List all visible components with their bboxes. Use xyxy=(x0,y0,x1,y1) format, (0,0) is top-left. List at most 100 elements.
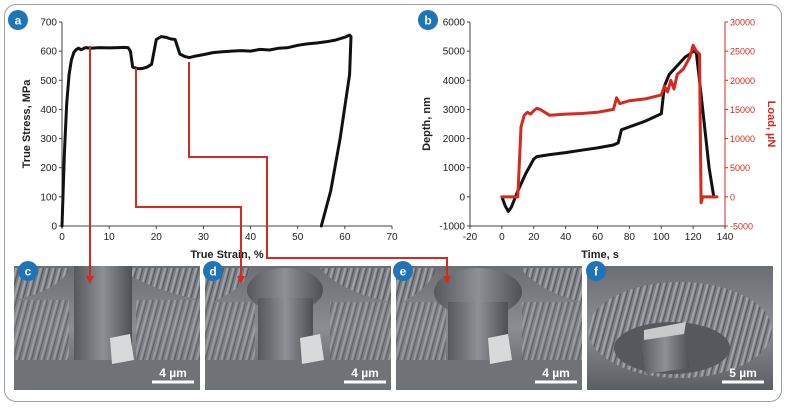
y-tick-label: 5000 xyxy=(443,47,466,58)
panel-a-badge-circle xyxy=(8,10,28,30)
y-tick-label: 300 xyxy=(40,134,57,145)
x-tick-label: 10 xyxy=(104,232,116,243)
panel-b-badge-circle xyxy=(418,10,438,30)
sem-f-stub-top xyxy=(644,322,686,340)
x-tick-label: 40 xyxy=(560,232,572,243)
sem-e-floor xyxy=(396,360,582,390)
x-tick-label: 140 xyxy=(717,232,734,243)
sem-d-scale-label: 4 µm xyxy=(351,366,379,380)
x-tick-label: 20 xyxy=(151,232,163,243)
panel-c-badge: c xyxy=(18,261,38,281)
panel-e-badge-label: e xyxy=(400,265,407,279)
sem-e-grooves-right xyxy=(520,268,582,302)
sem-d-floor xyxy=(205,360,391,390)
series-line-0 xyxy=(500,49,716,213)
x-tick-label: 20 xyxy=(528,232,540,243)
panel-b-xlabel: Time, s xyxy=(581,249,619,261)
panel-b-badge-label: b xyxy=(424,14,431,28)
x-tick-label: 0 xyxy=(59,232,65,243)
arrow-to-e xyxy=(188,62,451,284)
sem-e-trench-left xyxy=(396,302,446,360)
x-tick-label: 40 xyxy=(245,232,257,243)
panel-c-badge-circle xyxy=(18,261,38,281)
sem-image-c: 4 µm c xyxy=(14,261,200,390)
panel-a-xlabel: True Strain, % xyxy=(190,249,264,261)
panel-e-badge-circle xyxy=(393,261,413,281)
panel-f-badge: f xyxy=(586,261,606,281)
sem-image-e: 4 µm e xyxy=(393,261,582,390)
y-tick-label: 400 xyxy=(40,105,57,116)
x-tick-label: 120 xyxy=(685,232,702,243)
y-tick-label: -1000 xyxy=(439,222,465,233)
y2-tick-label: 5000 xyxy=(730,163,750,173)
x-tick-label: 30 xyxy=(198,232,210,243)
sem-image-d: 4 µm d xyxy=(203,261,391,390)
y-tick-label: 500 xyxy=(40,76,57,87)
sem-d-grooves-right xyxy=(320,268,391,302)
y-tick-label: 200 xyxy=(40,163,57,174)
sem-image-f: 5 µm f xyxy=(586,261,773,390)
sem-e-debris xyxy=(488,334,512,364)
panel-d-badge-circle xyxy=(203,261,223,281)
x-tick-label: 80 xyxy=(624,232,636,243)
series-line-0 xyxy=(60,33,353,228)
panel-d-badge-label: d xyxy=(209,265,216,279)
y2-tick-label: 25000 xyxy=(730,47,755,57)
panel-f-badge-circle xyxy=(586,261,606,281)
x-tick-label: 100 xyxy=(653,232,670,243)
sem-f-scale-label: 5 µm xyxy=(729,366,757,380)
panel-a-badge-label: a xyxy=(15,14,22,28)
panel-f-badge-label: f xyxy=(594,265,599,279)
sem-c-debris xyxy=(110,334,134,364)
panel-b-y2label: Load, µN xyxy=(765,101,777,148)
sem-d-trench-left xyxy=(205,302,255,360)
y-tick-label: 100 xyxy=(40,192,57,203)
y-tick-label: 4000 xyxy=(443,76,466,87)
panel-a-series xyxy=(60,33,353,228)
sem-c-floor xyxy=(14,360,200,390)
y-tick-label: 0 xyxy=(51,222,57,233)
panel-b-ylabel: Depth, nm xyxy=(421,97,433,151)
y-tick-label: 1000 xyxy=(443,163,466,174)
x-tick-label: 60 xyxy=(339,232,351,243)
x-tick-label: -20 xyxy=(463,232,478,243)
y2-tick-label: 15000 xyxy=(730,105,755,115)
x-tick-label: 60 xyxy=(592,232,604,243)
sem-d-trench-right xyxy=(330,302,391,360)
y-tick-label: 6000 xyxy=(443,18,466,29)
y-tick-label: 3000 xyxy=(443,105,466,116)
series-line-1 xyxy=(500,43,719,205)
y-tick-label: 600 xyxy=(40,47,57,58)
x-tick-label: 50 xyxy=(292,232,304,243)
y2-tick-label: 30000 xyxy=(730,18,755,28)
panel-e-badge: e xyxy=(393,261,413,281)
y2-tick-label: 0 xyxy=(730,192,735,202)
y-tick-label: 2000 xyxy=(443,134,466,145)
panel-a-badge: a xyxy=(8,10,28,30)
panel-b-ticks: -20 0 20 40 60 80 100 120 140 -1000 0 1000 2000 3000 4… xyxy=(439,18,755,244)
sem-e-scale-label: 4 µm xyxy=(542,366,570,380)
sem-c-trench-left xyxy=(14,300,69,360)
panel-c-badge-label: c xyxy=(25,265,32,279)
arrow-to-d xyxy=(135,68,245,284)
x-tick-label: 70 xyxy=(386,232,398,243)
connector-arrows xyxy=(86,46,451,284)
sem-c-trench-right xyxy=(136,300,200,360)
sem-c-grooves-right xyxy=(118,268,200,300)
y2-tick-label: -5000 xyxy=(730,222,753,232)
panel-b-series xyxy=(500,43,719,213)
sem-d-debris xyxy=(300,334,324,364)
panel-b-chart: -20 0 20 40 60 80 100 120 140 -1000 0 1000 2000 3000 4… xyxy=(418,10,777,261)
panel-b-badge: b xyxy=(418,10,438,30)
y-tick-label: 700 xyxy=(40,18,57,29)
sem-e-trench-right xyxy=(522,302,582,360)
y2-tick-label: 20000 xyxy=(730,76,755,86)
panel-d-badge: d xyxy=(203,261,223,281)
y-tick-label: 0 xyxy=(459,192,465,203)
sem-c-scale-label: 4 µm xyxy=(159,366,187,380)
y2-tick-label: 10000 xyxy=(730,134,755,144)
panel-a-ylabel: True Stress, MPa xyxy=(21,79,33,169)
